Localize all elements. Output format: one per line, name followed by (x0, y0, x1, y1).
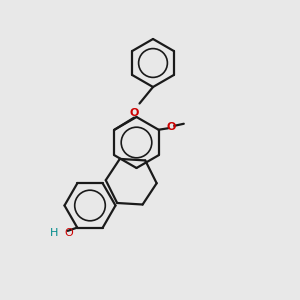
Text: H: H (50, 228, 59, 238)
Text: O: O (167, 122, 176, 132)
Text: O: O (64, 228, 73, 238)
Text: O: O (129, 108, 139, 118)
